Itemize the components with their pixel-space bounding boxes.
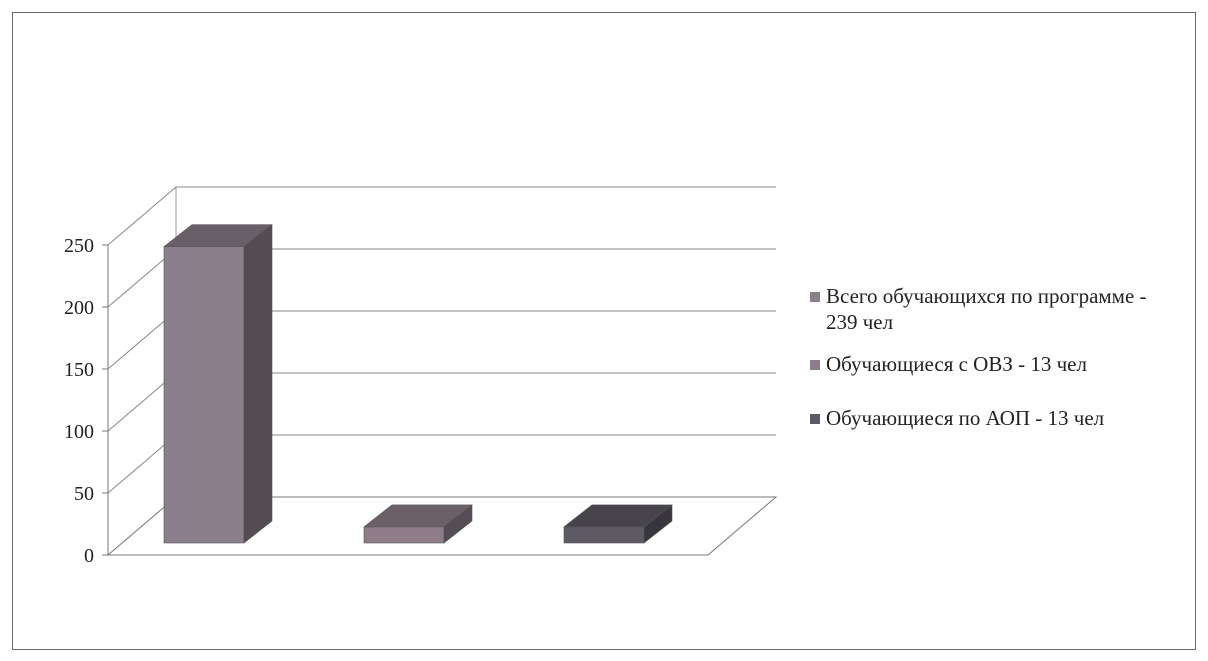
y-tick-label: 50 (74, 483, 94, 505)
y-tick-label: 100 (64, 421, 94, 443)
bar-3 (563, 504, 673, 544)
floor-outline (107, 496, 778, 556)
legend-label-aop: Обучающиеся по АОП - 13 чел (826, 406, 1105, 430)
legend-item-total: Всего обучающихся по программе - 239 чел (810, 283, 1200, 335)
legend: Всего обучающихся по программе - 239 чел… (810, 283, 1200, 447)
y-tick-label: 250 (64, 235, 94, 257)
bar-side (643, 504, 673, 544)
legend-label-ovz: Обучающиеся с ОВЗ - 13 чел (826, 352, 1087, 376)
bar-front (563, 526, 645, 544)
legend-swatch-aop (810, 414, 820, 424)
y-tick-label: 0 (84, 545, 94, 567)
bar-2 (363, 504, 473, 544)
legend-swatch-ovz (810, 360, 820, 370)
y-tick-label: 200 (64, 297, 94, 319)
bar-side (243, 224, 273, 544)
legend-item-ovz: Обучающиеся с ОВЗ - 13 чел (810, 351, 1200, 377)
y-tick-label: 150 (64, 359, 94, 381)
legend-label-total: Всего обучающихся по программе - 239 чел (826, 284, 1147, 334)
bars (163, 224, 673, 544)
bar-1 (163, 224, 273, 544)
bar-front (363, 526, 445, 544)
legend-item-aop: Обучающиеся по АОП - 13 чел (810, 405, 1200, 431)
legend-swatch-total (810, 292, 820, 302)
gridline (107, 186, 776, 246)
bar-side (443, 504, 473, 544)
bar-front (163, 246, 245, 544)
y-axis-ticks: 0 50 100 150 200 250 (64, 235, 108, 567)
